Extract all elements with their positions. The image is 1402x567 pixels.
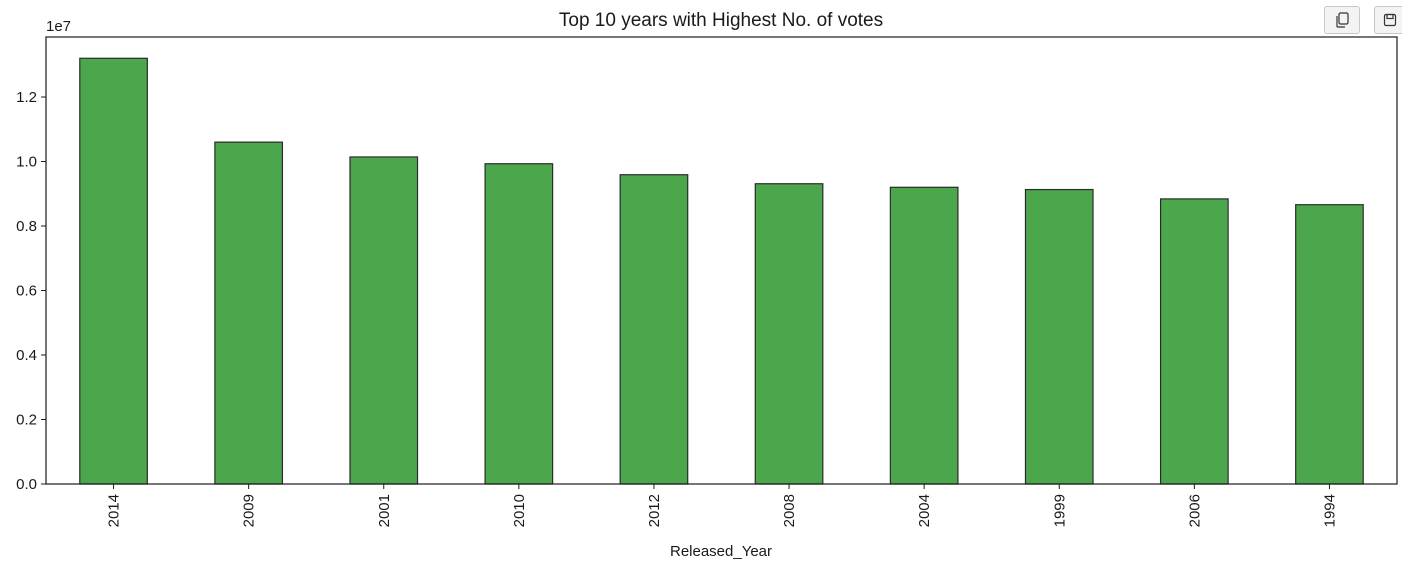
bar-2001 bbox=[349, 156, 419, 485]
copy-icon bbox=[1336, 12, 1349, 28]
y-axis-offset-label: 1e7 bbox=[46, 18, 71, 35]
y-tick-label: 0.4 bbox=[16, 347, 37, 364]
bar-1994 bbox=[1295, 204, 1364, 485]
bar-2006 bbox=[1159, 198, 1229, 485]
x-tick-label: 2012 bbox=[646, 494, 663, 527]
x-tick-label: 2009 bbox=[241, 494, 258, 527]
bar-1999 bbox=[1024, 188, 1094, 485]
x-tick-label: 2014 bbox=[106, 494, 123, 527]
bar-2004 bbox=[889, 186, 959, 485]
bar-2014 bbox=[79, 57, 148, 485]
y-tick-label: 1.0 bbox=[16, 153, 37, 170]
chart-title: Top 10 years with Highest No. of votes bbox=[559, 10, 883, 31]
y-tick-label: 0.0 bbox=[16, 476, 37, 493]
x-tick-label: 1994 bbox=[1321, 494, 1338, 527]
x-axis-label: Released_Year bbox=[670, 543, 772, 560]
plot-frame bbox=[45, 36, 1398, 485]
y-tick-label: 0.8 bbox=[16, 218, 37, 235]
x-tick-label: 1999 bbox=[1051, 494, 1068, 527]
y-tick-label: 0.2 bbox=[16, 411, 37, 428]
x-tick-label: 2006 bbox=[1186, 494, 1203, 527]
x-tick-label: 2010 bbox=[511, 494, 528, 527]
bar-2008 bbox=[754, 183, 824, 485]
y-tick-label: 0.6 bbox=[16, 282, 37, 299]
save-icon bbox=[1383, 13, 1396, 27]
y-tick-label: 1.2 bbox=[16, 89, 37, 106]
bar-2009 bbox=[214, 141, 284, 485]
x-axis: 2014 2009 2001 2010 2012 2008 2004 1999 2006 1994 bbox=[106, 484, 1338, 527]
bar-2012 bbox=[619, 174, 689, 485]
bars-group bbox=[79, 57, 1364, 485]
copy-button[interactable] bbox=[1324, 6, 1360, 34]
x-tick-label: 2008 bbox=[781, 494, 798, 527]
x-tick-label: 2001 bbox=[376, 494, 393, 527]
bar-2010 bbox=[484, 163, 554, 485]
save-button[interactable] bbox=[1374, 6, 1402, 34]
x-tick-label: 2004 bbox=[916, 494, 933, 527]
y-axis: 0.0 0.2 0.4 0.6 0.8 1.0 1.2 bbox=[16, 89, 46, 493]
